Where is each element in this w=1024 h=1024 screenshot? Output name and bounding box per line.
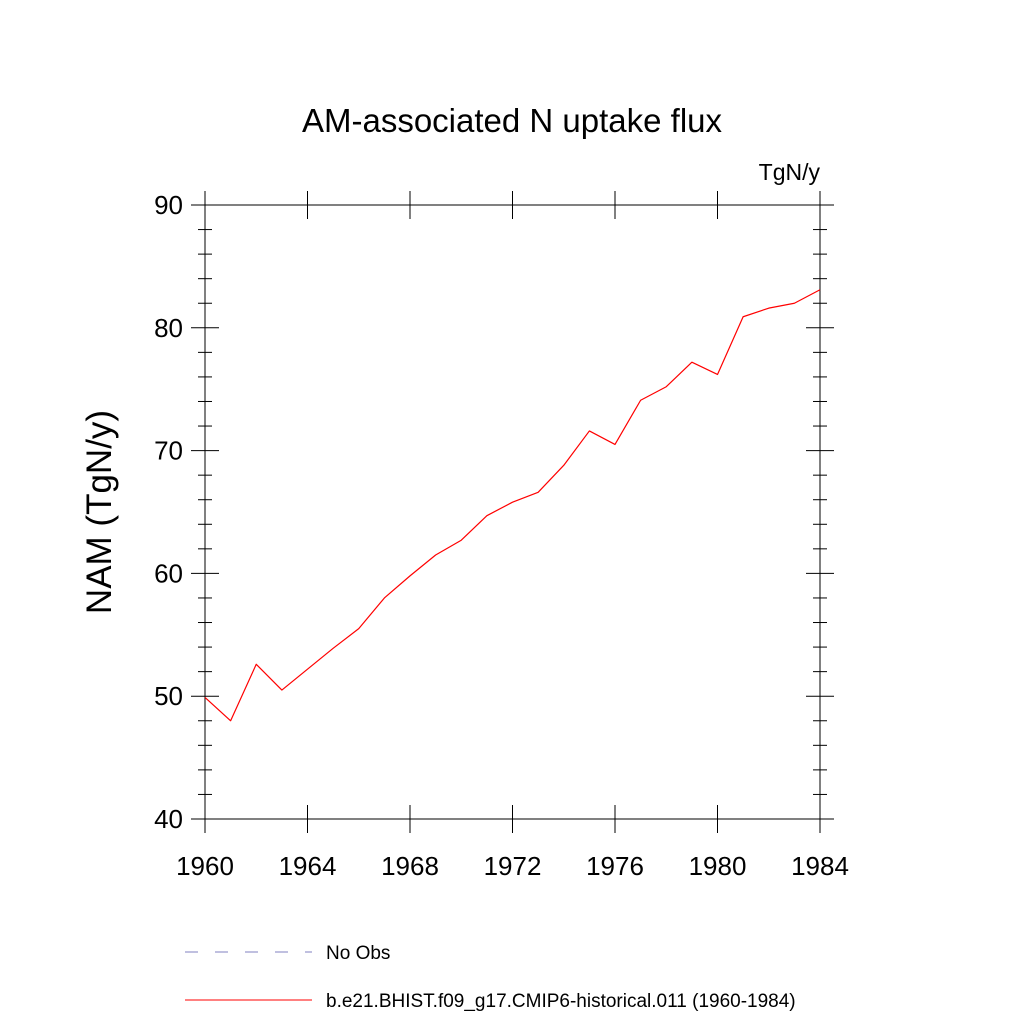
series-line (204, 289, 821, 722)
plot-frame (204, 204, 821, 820)
y-tick-label: 50 (154, 681, 183, 711)
legend-label-1: No Obs (326, 943, 390, 964)
legend-label-2: b.e21.BHIST.f09_g17.CMIP6-historical.011… (326, 991, 796, 1012)
x-tick-label: 1960 (176, 851, 234, 881)
chart-title: AM-associated N uptake flux (302, 102, 723, 139)
x-tick-label: 1972 (484, 851, 542, 881)
x-tick-label: 1984 (791, 851, 849, 881)
y-tick-label: 40 (154, 804, 183, 834)
x-tick-label: 1976 (586, 851, 644, 881)
y-tick-label: 90 (154, 190, 183, 220)
x-tick-label: 1964 (279, 851, 337, 881)
units-label: TgN/y (759, 159, 821, 185)
tick-labels: 40 50 60 70 80 90 1960 1964 1968 1972 1976 1980 1984 (154, 190, 849, 881)
x-tick-label: 1968 (381, 851, 439, 881)
legend: No Obs b.e21.BHIST.f09_g17.CMIP6-historic… (185, 943, 796, 1012)
y-tick-label: 80 (154, 313, 183, 343)
y-tick-label: 60 (154, 558, 183, 588)
x-tick-label: 1980 (689, 851, 747, 881)
series-layer (204, 289, 821, 722)
y-tick-label: 70 (154, 436, 183, 466)
axis-ticks (191, 191, 834, 833)
y-axis-label: NAM (TgN/y) (80, 410, 119, 614)
